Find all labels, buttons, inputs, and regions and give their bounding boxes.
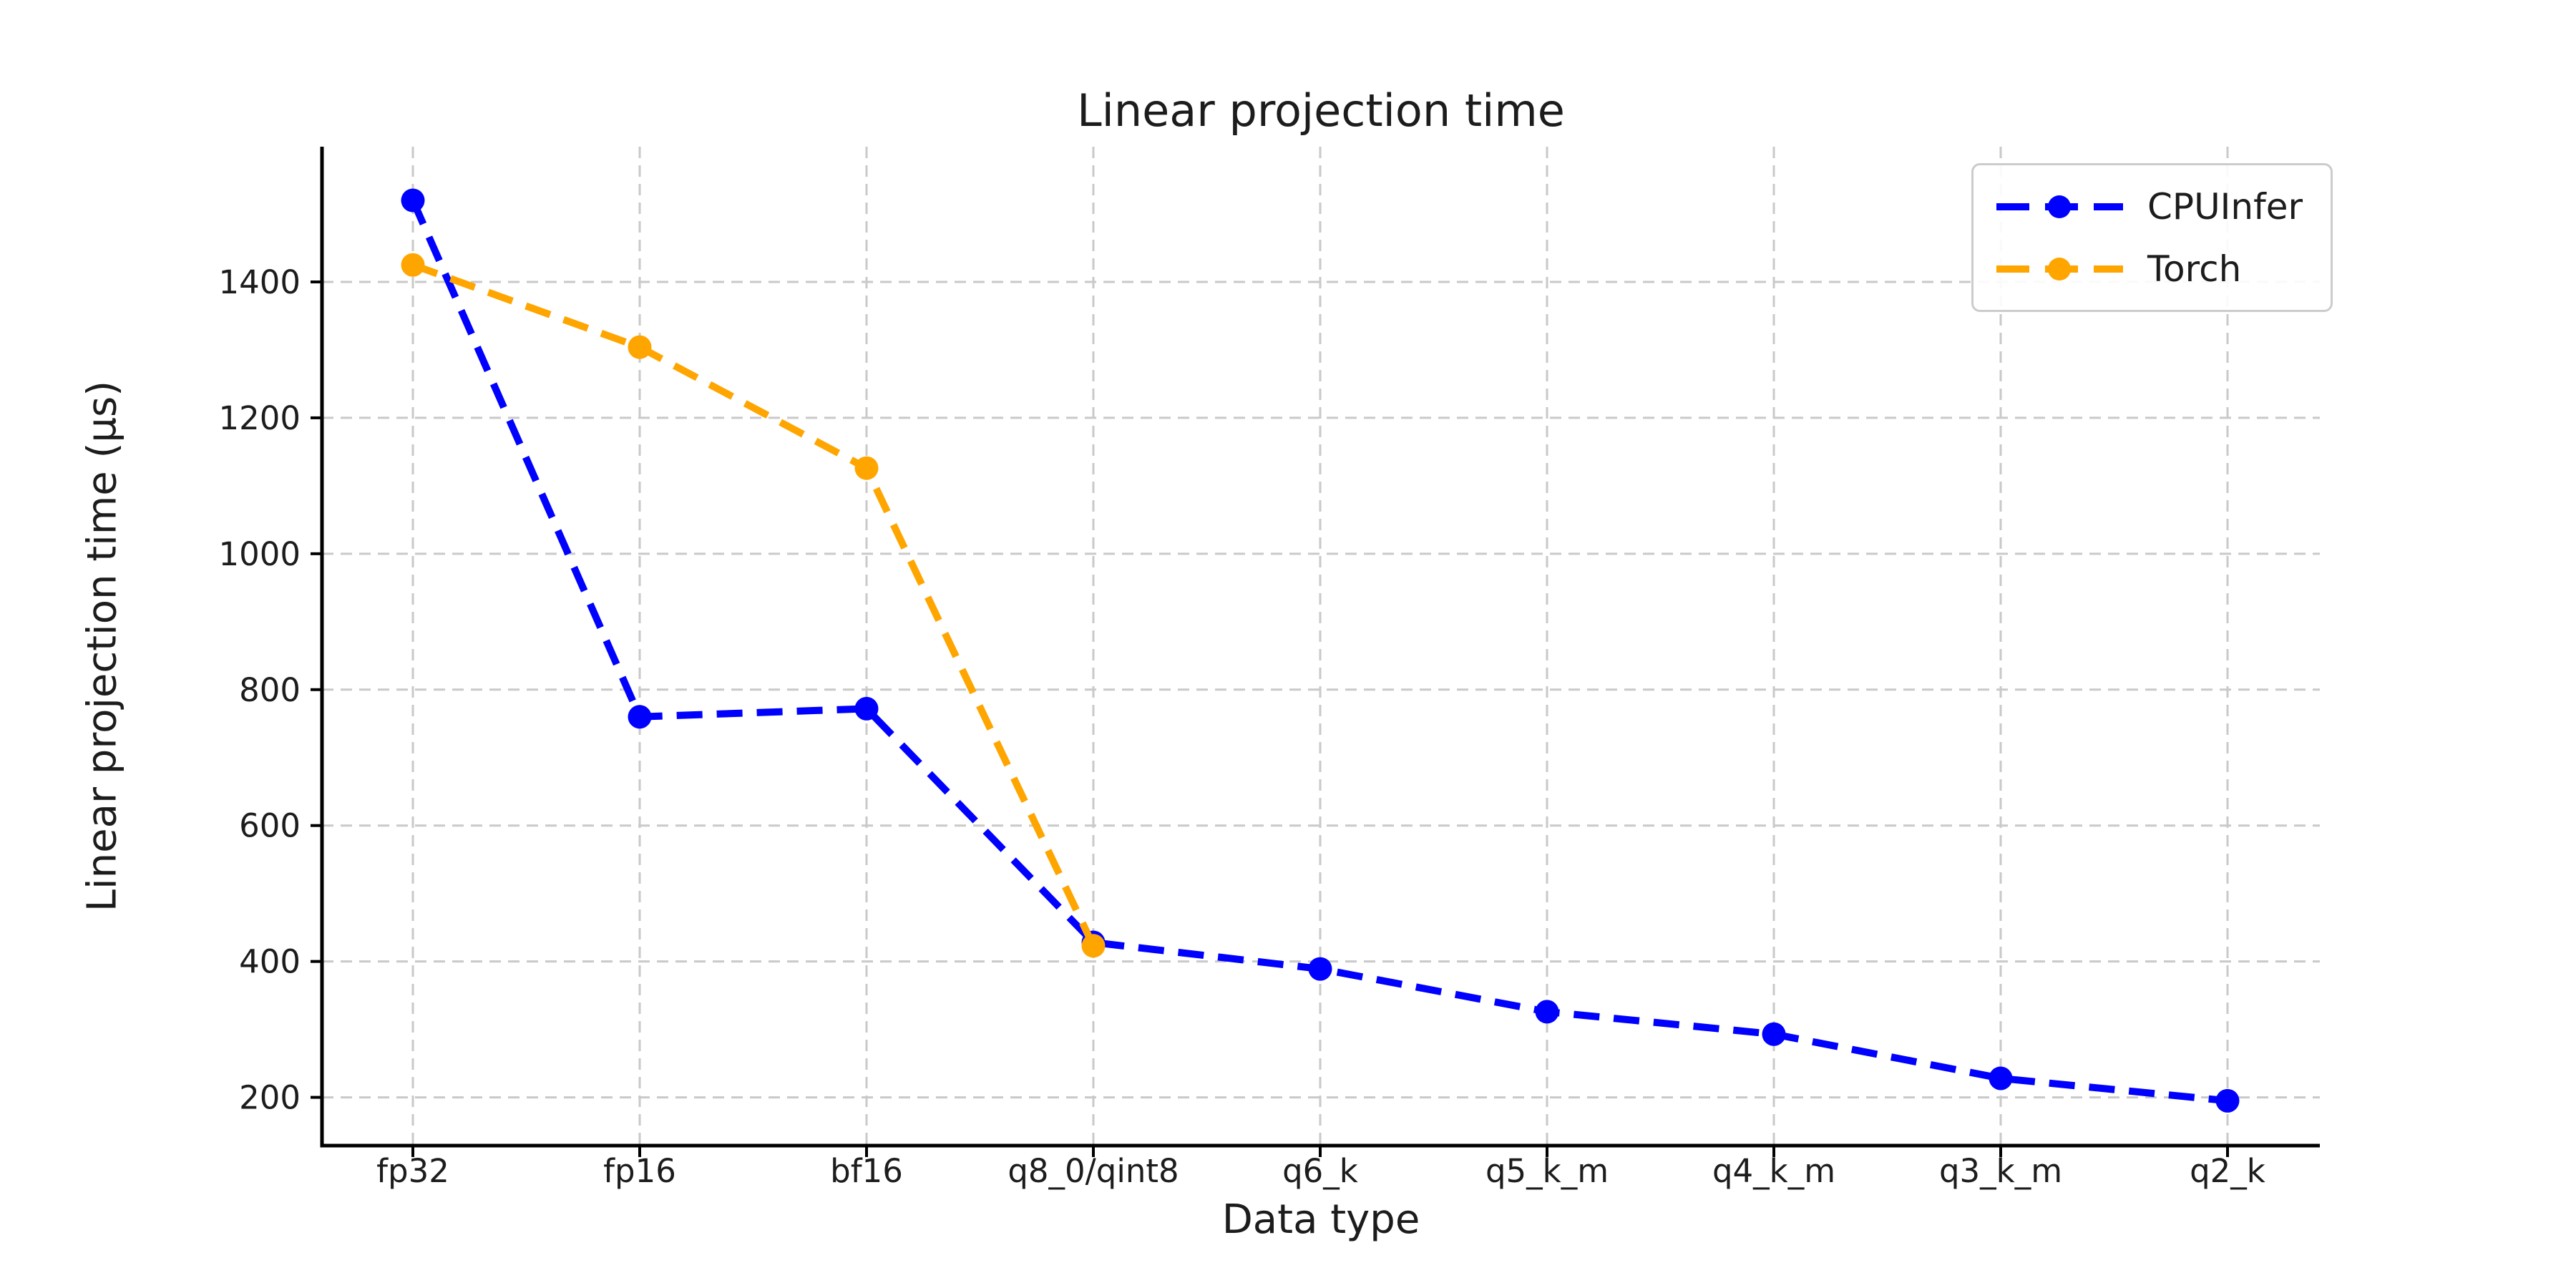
x-tick-label: bf16: [830, 1152, 903, 1190]
legend-label-cpuinfer: CPUInfer: [2147, 185, 2303, 228]
legend-entry-torch: Torch: [1994, 248, 2311, 290]
data-point-marker-torch: [628, 335, 652, 359]
y-tick-label: 1000: [218, 535, 301, 573]
data-point-marker-torch: [1081, 934, 1106, 958]
legend-line-sample-cpuinfer: [1996, 195, 2123, 218]
data-point-marker-cpuinfer: [854, 696, 879, 721]
y-tick-label: 1200: [218, 399, 301, 437]
y-tick-label: 1400: [218, 263, 301, 301]
chart-title: Linear projection time: [1077, 84, 1565, 137]
legend-entry-cpuinfer: CPUInfer: [1994, 186, 2311, 228]
x-tick-label: q5_k_m: [1485, 1152, 1609, 1190]
legend: CPUInfer Torch: [1971, 163, 2333, 312]
y-tick-label: 800: [239, 671, 301, 709]
x-tick-label: q4_k_m: [1712, 1152, 1835, 1190]
legend-line-sample-torch: [1996, 257, 2123, 280]
legend-marker: [2048, 257, 2071, 280]
legend-label-torch: Torch: [2147, 248, 2242, 290]
x-tick-label: fp32: [376, 1152, 449, 1190]
data-point-marker-cpuinfer: [1762, 1022, 1786, 1046]
data-point-marker-torch: [401, 253, 425, 277]
y-tick-label: 600: [239, 807, 301, 845]
x-tick-label: q6_k: [1282, 1152, 1358, 1190]
data-point-marker-torch: [854, 456, 879, 480]
data-point-marker-cpuinfer: [628, 705, 652, 729]
data-point-marker-cpuinfer: [1535, 1000, 1559, 1024]
data-point-marker-cpuinfer: [2215, 1088, 2240, 1113]
x-tick-label: fp16: [603, 1152, 676, 1190]
series-line-torch: [411, 261, 1097, 947]
x-tick-label: q2_k: [2190, 1152, 2265, 1190]
y-tick-label: 400: [239, 943, 301, 981]
y-tick-label: 200: [239, 1079, 301, 1117]
data-point-marker-cpuinfer: [401, 188, 425, 213]
x-axis-label: Data type: [1221, 1196, 1420, 1243]
data-point-marker-cpuinfer: [1308, 957, 1332, 981]
legend-marker: [2048, 195, 2071, 218]
x-tick-label: q3_k_m: [1939, 1152, 2062, 1190]
data-point-marker-cpuinfer: [1989, 1066, 2013, 1091]
x-tick-label: q8_0/qint8: [1008, 1152, 1179, 1190]
